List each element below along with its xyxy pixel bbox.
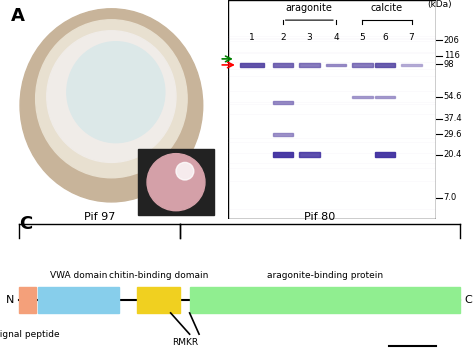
Text: C: C [465, 295, 472, 305]
FancyBboxPatch shape [137, 287, 180, 313]
Bar [299, 63, 319, 67]
Ellipse shape [20, 9, 203, 202]
Bar [326, 64, 346, 66]
Ellipse shape [47, 31, 176, 162]
Text: 116: 116 [444, 51, 459, 60]
Text: C: C [19, 215, 32, 233]
Text: 20.4: 20.4 [444, 150, 462, 159]
Text: A: A [11, 7, 25, 24]
Text: aragonite: aragonite [286, 3, 333, 13]
Text: 29.6: 29.6 [444, 130, 462, 139]
Text: chitin-binding domain: chitin-binding domain [109, 272, 209, 280]
Text: 4: 4 [333, 33, 339, 42]
Text: 37.4: 37.4 [444, 114, 462, 124]
Text: 5: 5 [360, 33, 365, 42]
Text: VWA domain: VWA domain [49, 272, 107, 280]
Text: 206: 206 [444, 36, 459, 45]
Circle shape [147, 154, 205, 211]
Text: 1: 1 [249, 33, 255, 42]
Text: Pif 80: Pif 80 [304, 212, 336, 222]
Text: 98: 98 [444, 59, 454, 69]
Text: 7: 7 [409, 33, 414, 42]
Text: 7.0: 7.0 [444, 193, 457, 202]
Bar [138, 149, 214, 215]
Text: calcite: calcite [371, 3, 403, 13]
FancyBboxPatch shape [38, 287, 118, 313]
Text: N: N [6, 295, 14, 305]
Text: 6: 6 [382, 33, 388, 42]
Bar [240, 63, 264, 67]
Bar [273, 63, 293, 67]
Ellipse shape [36, 20, 187, 178]
Text: aragonite-binding protein: aragonite-binding protein [267, 272, 383, 280]
Text: 3: 3 [306, 33, 312, 42]
Text: RMKR: RMKR [172, 338, 198, 347]
Bar [352, 63, 373, 67]
Text: 2: 2 [280, 33, 285, 42]
Ellipse shape [67, 42, 165, 143]
FancyBboxPatch shape [190, 287, 460, 313]
Text: (kDa): (kDa) [428, 0, 452, 9]
Bar [375, 63, 395, 67]
Bar [401, 64, 422, 66]
Bar [299, 152, 319, 157]
FancyBboxPatch shape [19, 287, 36, 313]
Bar [375, 152, 395, 158]
Bar [352, 96, 373, 98]
Bar [375, 96, 395, 98]
Circle shape [176, 162, 194, 180]
Text: Signal peptide: Signal peptide [0, 330, 60, 339]
Bar [273, 152, 293, 158]
Bar [273, 133, 293, 136]
Text: Pif 97: Pif 97 [84, 212, 115, 222]
Text: 54.6: 54.6 [444, 92, 462, 102]
Bar [273, 101, 293, 104]
